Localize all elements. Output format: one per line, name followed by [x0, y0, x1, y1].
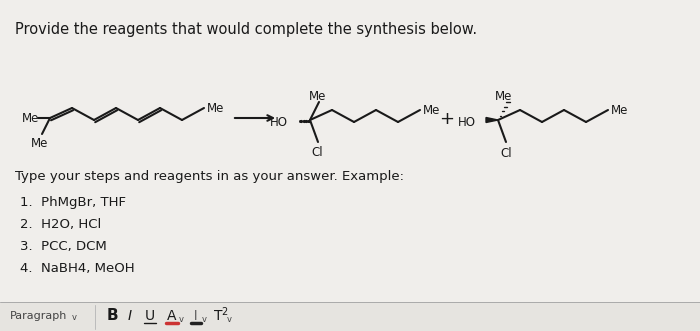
Text: 2: 2	[221, 307, 227, 317]
Text: v: v	[227, 314, 232, 323]
Text: Me: Me	[496, 89, 512, 103]
Text: 4.  NaBH4, MeOH: 4. NaBH4, MeOH	[20, 262, 134, 275]
Polygon shape	[486, 118, 498, 122]
Text: HO: HO	[270, 116, 288, 128]
Text: 1.  PhMgBr, THF: 1. PhMgBr, THF	[20, 196, 126, 209]
Text: Type your steps and reagents in as your answer. Example:: Type your steps and reagents in as your …	[15, 170, 404, 183]
Text: l: l	[195, 309, 197, 322]
Text: Cl: Cl	[312, 146, 323, 159]
Text: Me: Me	[309, 89, 327, 103]
Text: +: +	[440, 110, 454, 128]
Text: Me: Me	[22, 112, 39, 124]
Text: A: A	[167, 309, 176, 323]
Text: Me: Me	[207, 102, 225, 115]
Text: Paragraph: Paragraph	[10, 311, 67, 321]
Bar	[0, 302, 700, 331]
Text: v: v	[72, 313, 77, 322]
Text: Cl: Cl	[500, 147, 512, 160]
Text: v: v	[202, 314, 206, 323]
Text: 3.  PCC, DCM: 3. PCC, DCM	[20, 240, 106, 253]
Text: B: B	[106, 308, 118, 323]
Text: 2.  H2O, HCl: 2. H2O, HCl	[20, 218, 101, 231]
Text: Provide the reagents that would complete the synthesis below.: Provide the reagents that would complete…	[15, 22, 477, 37]
Text: I: I	[128, 309, 132, 323]
Text: HO: HO	[458, 116, 476, 128]
Text: Me: Me	[611, 104, 629, 117]
Text: v: v	[178, 314, 183, 323]
Text: U: U	[145, 309, 155, 323]
Text: Me: Me	[423, 104, 440, 117]
Text: T: T	[214, 309, 223, 323]
Text: Me: Me	[32, 136, 49, 150]
